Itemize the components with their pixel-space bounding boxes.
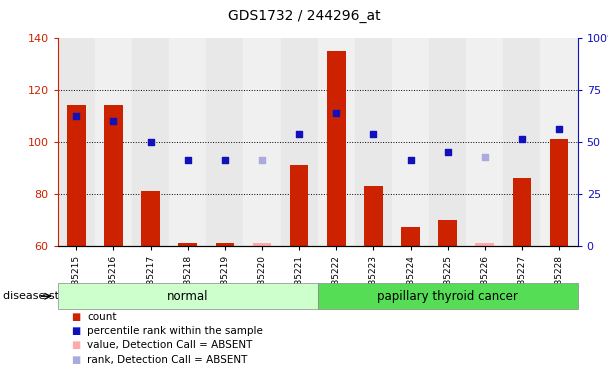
Point	[368, 131, 378, 137]
Bar	[327, 51, 345, 246]
Point	[554, 126, 564, 132]
Bar	[290, 165, 308, 246]
Bar	[104, 105, 123, 246]
Point	[146, 139, 156, 145]
Text: value, Detection Call = ABSENT: value, Detection Call = ABSENT	[87, 340, 252, 350]
Bar	[67, 105, 86, 246]
Bar	[95, 38, 132, 246]
Text: ■: ■	[71, 355, 81, 364]
Bar	[355, 38, 392, 246]
Bar	[132, 38, 169, 246]
Text: ■: ■	[71, 340, 81, 350]
Bar	[466, 38, 503, 246]
Text: count: count	[87, 312, 117, 322]
Point	[331, 110, 341, 116]
Point	[220, 157, 230, 163]
Text: GDS1732 / 244296_at: GDS1732 / 244296_at	[227, 9, 381, 23]
Bar	[216, 243, 234, 246]
Point	[183, 157, 193, 163]
Bar	[392, 38, 429, 246]
Bar	[58, 38, 95, 246]
Point	[480, 154, 489, 160]
Point	[257, 157, 267, 163]
Bar	[253, 243, 271, 246]
Point	[517, 136, 527, 142]
Point	[406, 157, 415, 163]
Point	[294, 131, 304, 137]
Bar	[503, 38, 541, 246]
Bar	[513, 178, 531, 246]
Text: ■: ■	[71, 312, 81, 322]
Bar	[317, 38, 355, 246]
Bar	[475, 243, 494, 246]
Bar	[550, 139, 568, 246]
Bar	[169, 38, 206, 246]
Point	[109, 118, 119, 124]
Bar	[141, 191, 160, 246]
Bar	[206, 38, 243, 246]
Bar	[178, 243, 197, 246]
Text: ■: ■	[71, 326, 81, 336]
Text: percentile rank within the sample: percentile rank within the sample	[87, 326, 263, 336]
Bar	[541, 38, 578, 246]
Bar	[364, 186, 382, 246]
Point	[443, 149, 452, 155]
Text: disease state: disease state	[3, 291, 77, 301]
Bar	[401, 227, 420, 246]
Text: rank, Detection Call = ABSENT: rank, Detection Call = ABSENT	[87, 355, 247, 364]
Bar	[438, 220, 457, 246]
Text: normal: normal	[167, 290, 209, 303]
Bar	[280, 38, 317, 246]
Bar	[243, 38, 280, 246]
Text: papillary thyroid cancer: papillary thyroid cancer	[377, 290, 518, 303]
Point	[72, 112, 81, 118]
Bar	[429, 38, 466, 246]
